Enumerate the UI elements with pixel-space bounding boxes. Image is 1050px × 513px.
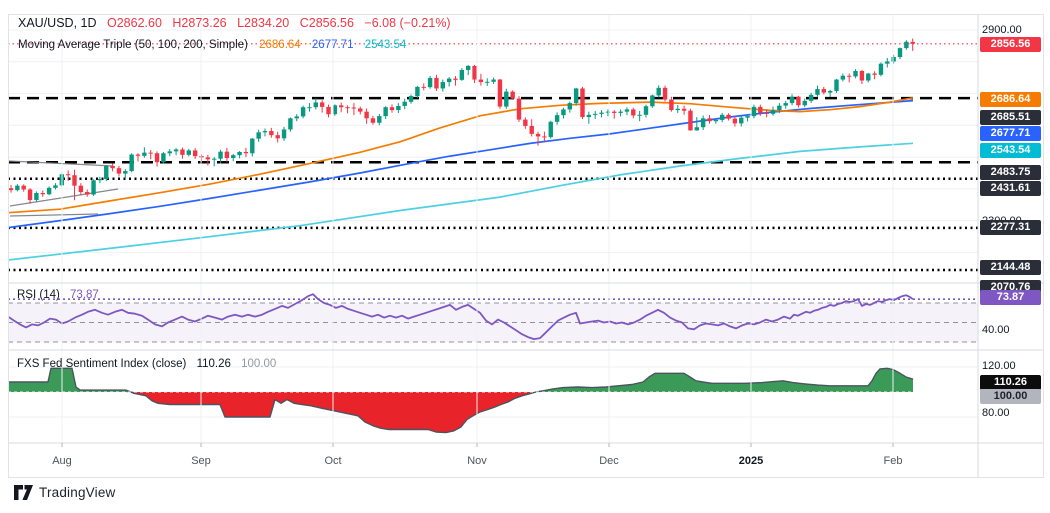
rsi-legend[interactable]: RSI (14) 73.87 bbox=[17, 289, 99, 301]
ohlc-change: −6.08 (−0.21%) bbox=[364, 16, 451, 30]
price-axis-label: 40.00 bbox=[982, 323, 1010, 336]
time-axis-label: Oct bbox=[324, 455, 342, 467]
ohlc-open: O2862.60 bbox=[106, 16, 162, 30]
price-badge: 100.00 bbox=[980, 388, 1041, 404]
ma50-value: 2686.64 bbox=[259, 39, 301, 51]
price-badge: 2431.61 bbox=[980, 180, 1041, 196]
rsi-panel bbox=[8, 293, 978, 343]
ma200-line bbox=[8, 142, 914, 261]
price-axis-label: 120.00 bbox=[982, 359, 1016, 372]
time-axis-label: Nov bbox=[467, 455, 487, 467]
price-axis-label: 2900.00 bbox=[982, 23, 1022, 36]
price-badge: 2144.48 bbox=[980, 259, 1041, 275]
ma-legend-title: Moving Average Triple (50, 100, 200, Sim… bbox=[18, 39, 248, 51]
time-axis-label: Feb bbox=[883, 455, 903, 467]
sentiment-panel bbox=[8, 366, 978, 434]
main-price-panel bbox=[8, 29, 978, 272]
ma100-value: 2677.71 bbox=[311, 39, 354, 51]
time-axis-label: 2025 bbox=[738, 455, 764, 467]
tradingview-logo-text: TradingView bbox=[39, 485, 116, 500]
tradingview-logo[interactable]: TradingView bbox=[14, 485, 116, 500]
sentiment-title: FXS Fed Sentiment Index (close) bbox=[17, 358, 187, 370]
time-axis-label: Aug bbox=[52, 455, 72, 467]
ohlc-low: L2834.20 bbox=[237, 16, 290, 30]
tradingview-logo-icon bbox=[14, 485, 33, 500]
price-badge: 2483.75 bbox=[980, 164, 1041, 180]
ohlc-high: H2873.26 bbox=[172, 16, 227, 30]
price-badge: 2543.54 bbox=[980, 142, 1041, 158]
ma-legend[interactable]: Moving Average Triple (50, 100, 200, Sim… bbox=[18, 39, 406, 51]
ma200-value: 2543.54 bbox=[364, 39, 407, 51]
price-badge: 2686.64 bbox=[980, 91, 1041, 107]
rsi-value: 73.87 bbox=[70, 289, 99, 301]
price-badge: 2856.56 bbox=[980, 36, 1041, 52]
price-badge: 2677.71 bbox=[980, 125, 1041, 141]
time-axis-label: Dec bbox=[599, 455, 619, 467]
ohlc-close: C2856.56 bbox=[299, 16, 354, 30]
sentiment-line bbox=[8, 367, 914, 434]
candlesticks bbox=[8, 38, 915, 204]
chart-frame bbox=[8, 14, 1044, 478]
sentiment-fill bbox=[8, 368, 913, 392]
symbol-title: XAU/USD, 1D bbox=[18, 16, 97, 30]
price-axis-label: 80.00 bbox=[982, 406, 1010, 419]
price-badge: 110.26 bbox=[980, 374, 1041, 390]
price-badge: 73.87 bbox=[980, 289, 1041, 305]
price-badge: 2277.31 bbox=[980, 219, 1041, 235]
sentiment-fill bbox=[8, 392, 913, 433]
rsi-title: RSI (14) bbox=[17, 289, 60, 301]
time-axis-label: Sep bbox=[191, 455, 211, 467]
sentiment-value: 110.26 bbox=[196, 358, 231, 370]
sentiment-baseline-value: 100.00 bbox=[241, 358, 277, 370]
sentiment-legend[interactable]: FXS Fed Sentiment Index (close) 110.26 1… bbox=[17, 358, 276, 370]
symbol-legend[interactable]: XAU/USD, 1D O2862.60 H2873.26 L2834.20 C… bbox=[18, 16, 451, 30]
rsi-line bbox=[8, 293, 914, 341]
price-badge: 2685.51 bbox=[980, 109, 1041, 125]
